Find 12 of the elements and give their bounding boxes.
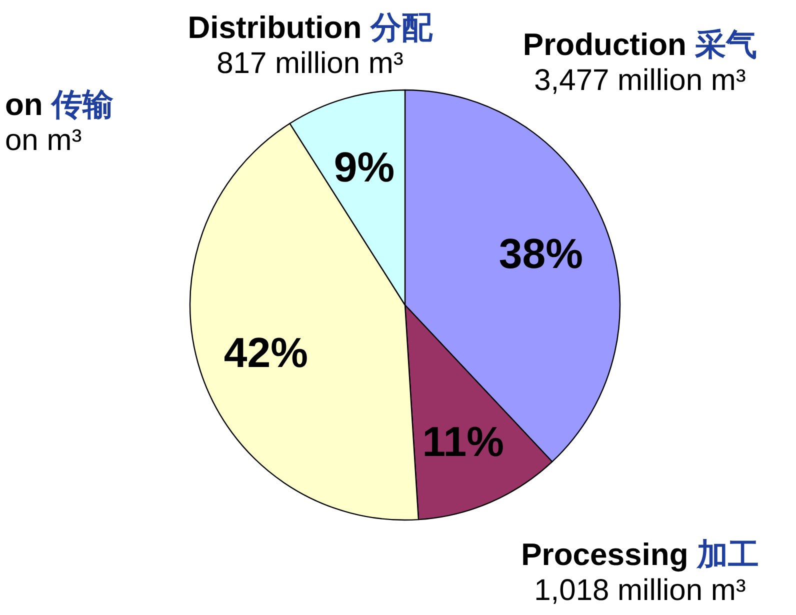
data-label: 9% — [334, 144, 395, 191]
slice-label: on 传输 — [5, 87, 114, 122]
data-label: 42% — [224, 329, 308, 376]
text: 3,477 million m³ — [534, 64, 746, 97]
slice-label: Production 采气 — [522, 27, 758, 62]
slice-label: Distribution 分配 — [188, 10, 434, 45]
data-label: 11% — [422, 418, 504, 466]
slice-label: Processing 加工 — [521, 537, 759, 572]
data-label: 38% — [498, 230, 583, 278]
text: 817 million m³ — [216, 47, 404, 80]
text: on m³ — [5, 124, 82, 157]
text: 1,018 million m³ — [534, 574, 746, 607]
